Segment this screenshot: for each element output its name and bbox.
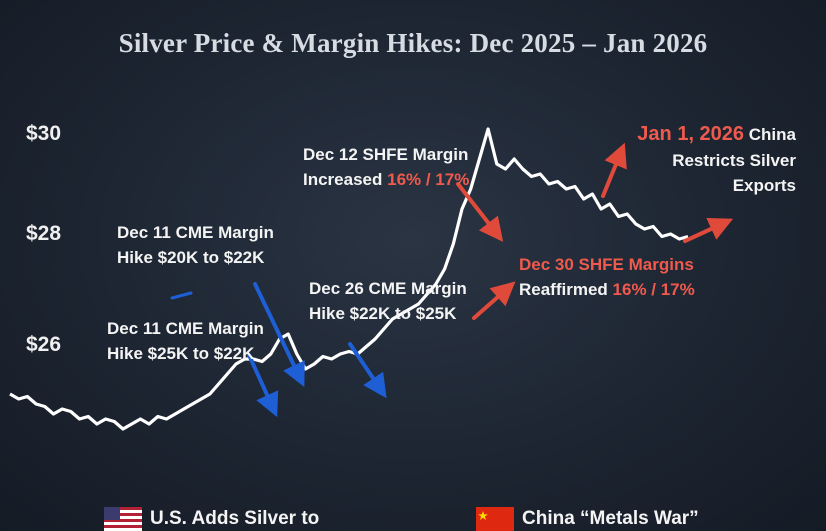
annotation-dec26-cme: Dec 26 CME Margin Hike $22K to $25K (309, 279, 467, 323)
y-tick-label: $30 (26, 122, 62, 145)
annotation-dec30-shfe: Dec 30 SHFE Margins Reaffirmed 16% / 17% (519, 255, 695, 299)
annotation-arrows (170, 142, 734, 418)
annotation-dec11-cme-b: Dec 11 CME Margin Hike $25K to $22K (107, 319, 264, 363)
footer-us-item: U.S. Adds Silver to (104, 507, 319, 531)
footer-china-item: China “Metals War” (476, 507, 699, 531)
arrow-dec11-a (253, 282, 305, 388)
arrow-jan1-a (601, 142, 627, 198)
annotation-dec11-cme-a: Dec 11 CME Margin Hike $20K to $22K (117, 223, 274, 267)
arrow-small-blue (170, 291, 193, 300)
annotation-dec12-shfe: Dec 12 SHFE Margin Increased 16% / 17% (303, 145, 470, 189)
footer-china-text: China “Metals War” (522, 508, 699, 529)
arrow-dec11-b (247, 353, 279, 418)
arrow-dec30 (472, 281, 516, 320)
arrow-jan1-b (683, 217, 734, 243)
silver-price-line (9, 127, 689, 431)
y-tick-label: $28 (26, 222, 62, 245)
china-flag-icon (476, 507, 514, 531)
y-tick-label: $26 (26, 333, 62, 356)
us-flag-icon (104, 507, 142, 531)
footer-us-text: U.S. Adds Silver to (150, 508, 320, 529)
arrow-dec12 (456, 182, 504, 242)
annotation-jan1-china: Jan 1, 2026 China Restricts Silver Expor… (637, 123, 796, 195)
chart-title: Silver Price & Margin Hikes: Dec 2025 – … (118, 28, 708, 58)
arrow-dec26 (348, 342, 387, 399)
price-series (9, 127, 689, 431)
